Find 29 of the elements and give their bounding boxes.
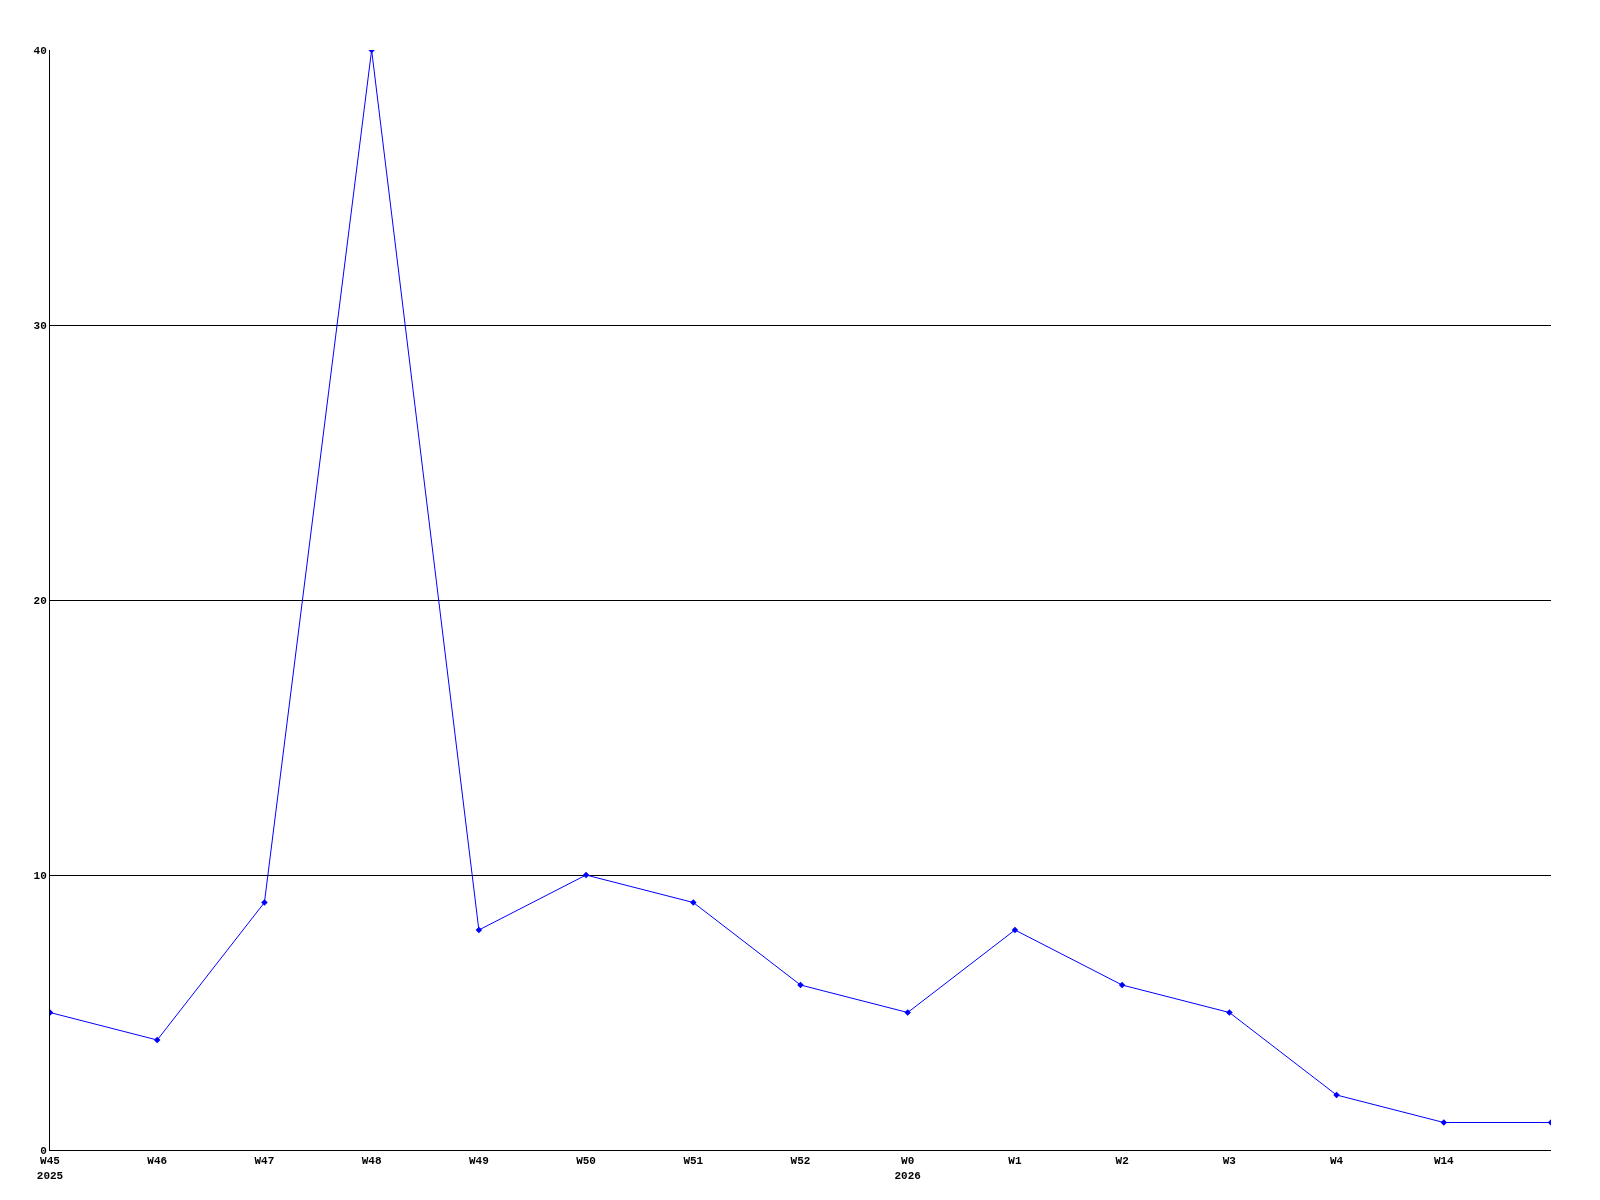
x-tick-label: W45 2025 [36, 1155, 64, 1182]
x-tick-label: W52 [790, 1155, 811, 1168]
point [475, 926, 483, 934]
x-tick-label: W4 [1329, 1155, 1344, 1168]
y-tick-label: 0 [40, 1144, 47, 1157]
point [1118, 981, 1126, 989]
y-tick-label: 30 [33, 319, 47, 332]
y-tick-label: 10 [33, 869, 47, 882]
x-tick-label: W50 [576, 1155, 596, 1168]
point [690, 899, 697, 906]
x-tick-label: W46 [147, 1155, 168, 1168]
point [582, 871, 590, 879]
x-tick-label: W47 [254, 1155, 275, 1168]
line-series [50, 50, 1551, 1126]
x-tick-label: W14 [1433, 1155, 1455, 1168]
point [1226, 1009, 1233, 1016]
x-tick-label: W51 [683, 1155, 704, 1168]
point [153, 1036, 161, 1044]
y-tick-label: 20 [33, 594, 47, 607]
x-tick-label: W3 [1222, 1155, 1237, 1168]
x-tick-label: W48 [361, 1155, 382, 1168]
y-tick-label: 40 [33, 44, 47, 57]
point [1011, 926, 1019, 934]
point [904, 1009, 911, 1016]
x-tick-label: W1 [1008, 1155, 1022, 1168]
x-tick-label: W0 2026 [894, 1155, 921, 1182]
x-tick-label: W49 [468, 1155, 489, 1168]
point [261, 899, 268, 906]
x-tick-label: W2 [1115, 1155, 1129, 1168]
